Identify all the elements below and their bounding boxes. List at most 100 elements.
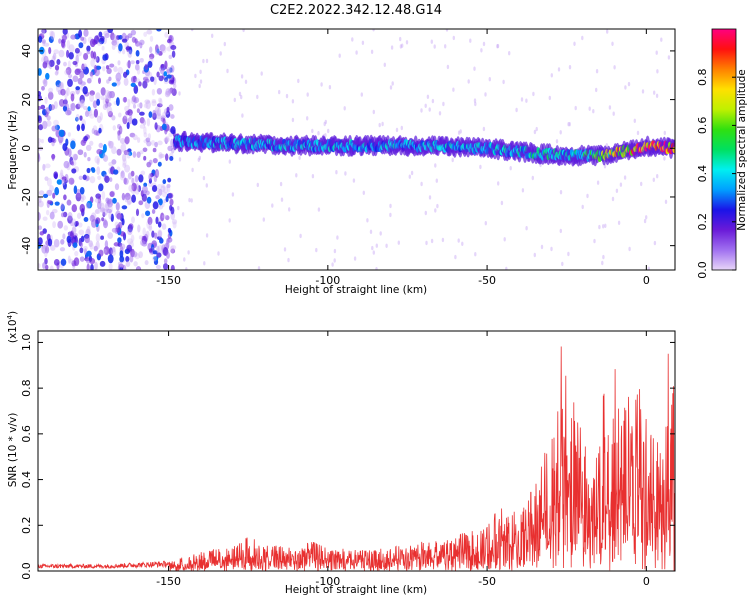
heatmap-speckle (532, 91, 535, 97)
heatmap-speckle (58, 82, 63, 89)
heatmap-speckle (244, 79, 248, 85)
heatmap-speckle (156, 245, 160, 254)
heatmap-speckle (228, 218, 231, 223)
heatmap-speckle (369, 229, 373, 234)
heatmap-speckle (633, 118, 636, 124)
heatmap-speckle (596, 180, 600, 185)
heatmap-speckle (595, 69, 599, 74)
heatmap-speckle (72, 75, 79, 83)
heatmap-speckle (89, 258, 96, 265)
heatmap-speckle (95, 233, 101, 243)
heatmap-speckle (331, 262, 334, 267)
heatmap-speckle (106, 102, 112, 107)
heatmap-speckle (117, 112, 122, 118)
heatmap-speckle (627, 81, 631, 87)
heatmap-speckle (645, 215, 648, 220)
heatmap-speckle (137, 185, 142, 193)
heatmap-speckle (65, 67, 72, 75)
heatmap-speckle (68, 44, 75, 53)
heatmap-speckle (441, 237, 445, 243)
heatmap-speckle (425, 240, 428, 246)
heatmap-speckle (136, 266, 141, 270)
heatmap-speckle (38, 110, 41, 117)
heatmap-speckle (164, 31, 169, 38)
heatmap-speckle (155, 264, 161, 270)
heatmap-speckle (42, 193, 49, 199)
heatmap-speckle (102, 104, 108, 110)
heatmap-speckle (375, 243, 378, 248)
heatmap-speckle (171, 50, 176, 58)
heatmap-speckle (531, 175, 534, 181)
heatmap-speckle (107, 232, 114, 239)
heatmap-speckle (41, 29, 45, 36)
heatmap-speckle (149, 46, 153, 54)
heatmap-speckle (66, 39, 71, 49)
top-x-tick-label: -150 (156, 274, 181, 287)
heatmap-speckle (163, 79, 169, 85)
snr-series-line (38, 346, 675, 571)
heatmap-speckle (81, 195, 87, 201)
heatmap-speckle (324, 133, 327, 138)
heatmap-speckle (362, 190, 365, 195)
heatmap-speckle (114, 183, 120, 191)
heatmap-speckle (126, 122, 130, 130)
heatmap-speckle (75, 86, 81, 91)
heatmap-speckle (102, 143, 107, 153)
heatmap-speckle (126, 244, 132, 252)
heatmap-speckle (434, 208, 437, 213)
heatmap-speckle (47, 91, 54, 100)
heatmap-speckle (63, 194, 67, 201)
heatmap-speckle (147, 60, 153, 68)
heatmap-speckle (473, 98, 477, 103)
heatmap-speckle (655, 50, 658, 55)
heatmap-speckle (52, 221, 56, 229)
heatmap-speckle (72, 60, 78, 66)
heatmap-speckle (656, 174, 659, 179)
top-y-tick-label: -20 (20, 188, 33, 206)
heatmap-speckle (80, 197, 85, 203)
heatmap-speckle (442, 101, 445, 107)
heatmap-speckle (58, 38, 62, 44)
heatmap-speckle (559, 190, 563, 195)
heatmap-speckle (78, 175, 83, 180)
spectrogram-frame (37, 28, 676, 271)
heatmap-speckle (72, 242, 78, 249)
heatmap-speckle (73, 257, 80, 266)
heatmap-speckle (123, 96, 127, 103)
heatmap-speckle (168, 79, 175, 85)
bottom-x-tick-label: -100 (315, 575, 340, 588)
heatmap-speckle (139, 239, 145, 246)
heatmap-speckle (75, 116, 79, 122)
heatmap-speckle (123, 77, 129, 86)
heatmap-speckle (90, 50, 94, 59)
heatmap-speckle (125, 255, 130, 263)
heatmap-speckle (59, 81, 65, 91)
heatmap-speckle (136, 67, 141, 75)
heatmap-speckle (142, 227, 146, 236)
heatmap-speckle (228, 159, 231, 164)
heatmap-speckle (138, 235, 143, 240)
heatmap-speckle (144, 260, 149, 266)
heatmap-speckle (127, 228, 133, 236)
heatmap-speckle (187, 250, 190, 255)
heatmap-speckle (141, 193, 148, 202)
heatmap-speckle (66, 199, 72, 206)
heatmap-speckle (190, 198, 193, 203)
heatmap-speckle (420, 181, 423, 187)
heatmap-speckle (160, 185, 166, 193)
heatmap-speckle (117, 132, 121, 141)
heatmap-speckle (424, 103, 427, 109)
heatmap-speckle (149, 53, 155, 60)
heatmap-speckle (177, 205, 180, 211)
heatmap-speckle (53, 171, 59, 179)
heatmap-speckle (158, 188, 163, 196)
heatmap-speckle (581, 35, 584, 41)
heatmap-speckle (138, 251, 143, 259)
heatmap-speckle (147, 133, 152, 140)
heatmap-speckle (656, 69, 659, 74)
heatmap-speckle (145, 137, 151, 143)
heatmap-speckle (484, 221, 487, 226)
heatmap-speckle (163, 258, 168, 264)
heatmap-speckle (151, 184, 158, 193)
heatmap-speckle (436, 203, 439, 209)
